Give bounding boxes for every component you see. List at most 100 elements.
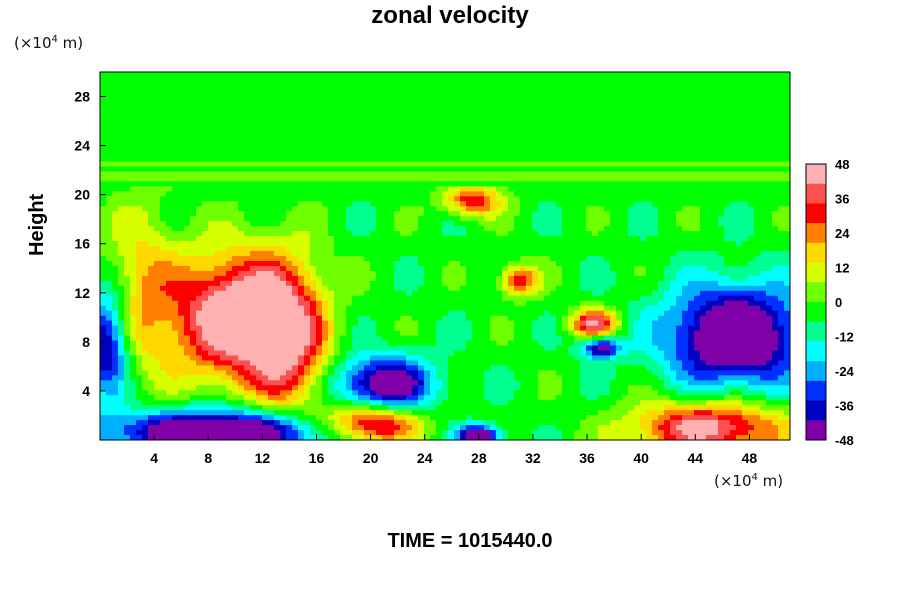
field-cell [586, 111, 593, 118]
field-cell [652, 221, 659, 227]
field-cell [430, 156, 437, 163]
field-cell [328, 86, 335, 93]
field-cell [112, 206, 119, 212]
field-cell [646, 126, 653, 133]
field-cell [310, 181, 317, 187]
field-cell [178, 176, 185, 182]
field-cell [190, 72, 197, 78]
field-cell [712, 136, 719, 143]
field-cell [460, 280, 467, 287]
field-cell [100, 186, 107, 192]
field-cell [598, 176, 605, 182]
field-cell [226, 201, 233, 207]
field-cell [178, 275, 185, 282]
field-cell [718, 275, 725, 282]
field-cell [694, 211, 701, 217]
field-cell [364, 101, 371, 108]
field-cell [376, 280, 383, 287]
field-cell [454, 81, 461, 88]
field-cell [544, 181, 551, 187]
field-cell [700, 206, 707, 212]
field-cell [778, 171, 785, 178]
field-cell [304, 101, 311, 108]
field-cell [334, 81, 341, 88]
field-cell [220, 216, 227, 222]
field-cell [376, 171, 383, 178]
field-cell [328, 76, 335, 83]
field-cell [676, 106, 683, 113]
field-cell [310, 136, 317, 143]
field-cell [412, 221, 419, 227]
field-cell [676, 181, 683, 187]
field-cell [370, 206, 377, 212]
field-cell [334, 236, 341, 242]
field-cell [100, 201, 107, 207]
field-cell [628, 216, 635, 222]
field-cell [226, 106, 233, 113]
field-cell [400, 211, 407, 217]
field-cell [346, 206, 353, 212]
field-cell [532, 111, 539, 118]
field-cell [382, 256, 389, 262]
field-cell [124, 131, 131, 138]
field-cell [766, 231, 773, 237]
field-cell [202, 96, 209, 103]
field-cell [604, 116, 611, 123]
field-cell [508, 191, 515, 197]
field-cell [568, 196, 575, 202]
field-cell [544, 86, 551, 93]
field-cell [136, 146, 143, 153]
field-cell [784, 101, 790, 108]
field-cell [304, 181, 311, 187]
field-cell [238, 96, 245, 103]
field-cell [490, 91, 497, 98]
field-cell [346, 156, 353, 163]
field-cell [658, 186, 665, 192]
field-cell [778, 126, 785, 133]
field-cell [760, 91, 767, 98]
field-cell [598, 151, 605, 158]
field-cell [346, 126, 353, 133]
field-cell [328, 236, 335, 242]
field-cell [478, 111, 485, 118]
field-cell [658, 251, 665, 257]
field-cell [748, 251, 755, 257]
field-cell [616, 106, 623, 113]
field-cell [550, 136, 557, 143]
field-cell [424, 256, 431, 262]
field-cell [670, 211, 677, 217]
field-cell [238, 196, 245, 202]
field-cell [574, 196, 581, 202]
field-cell [322, 126, 329, 133]
field-cell [730, 156, 737, 163]
field-cell [562, 146, 569, 153]
field-cell [700, 226, 707, 232]
field-cell [736, 206, 743, 212]
field-cell [124, 191, 131, 197]
field-cell [388, 241, 395, 247]
field-cell [448, 121, 455, 128]
field-cell [100, 141, 107, 148]
field-cell [496, 161, 503, 168]
field-cell [784, 201, 790, 207]
field-cell [196, 141, 203, 148]
field-cell [580, 256, 587, 262]
field-cell [106, 201, 113, 207]
field-cell [460, 246, 467, 252]
field-cell [580, 106, 587, 113]
field-cell [160, 260, 167, 267]
field-cell [490, 106, 497, 113]
field-cell [484, 251, 491, 257]
field-cell [634, 280, 641, 287]
field-cell [484, 166, 491, 173]
field-cell [280, 161, 287, 168]
field-cell [526, 260, 533, 267]
field-cell [472, 161, 479, 168]
field-cell [670, 81, 677, 88]
field-cell [376, 275, 383, 282]
field-cell [250, 211, 257, 217]
field-cell [400, 231, 407, 237]
field-cell [358, 161, 365, 168]
field-cell [706, 101, 713, 108]
field-cell [508, 126, 515, 133]
